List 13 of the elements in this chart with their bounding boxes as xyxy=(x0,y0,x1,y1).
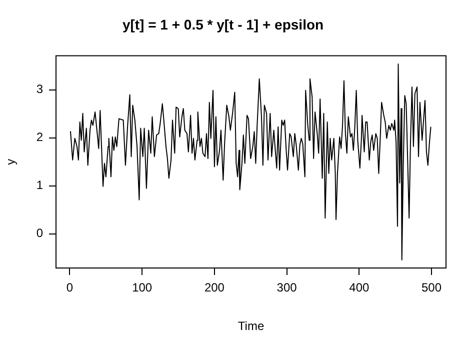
x-tick-label: 100 xyxy=(132,280,152,295)
y-tick-label: 2 xyxy=(36,130,44,144)
y-tick-label: 0 xyxy=(36,226,44,240)
x-tick-label: 200 xyxy=(204,280,225,295)
x-tick-label: 400 xyxy=(349,280,370,295)
x-tick-label: 0 xyxy=(66,280,74,295)
y-tick-label: 1 xyxy=(36,178,44,192)
chart-title: y[t] = 1 + 0.5 * y[t - 1] + epsilon xyxy=(122,16,324,32)
x-axis-title: Time xyxy=(238,319,264,334)
y-axis-title: y xyxy=(4,158,18,165)
y-tick-label: 3 xyxy=(36,82,44,96)
x-tick-label: 500 xyxy=(422,280,442,295)
x-tick-label: 300 xyxy=(276,280,298,295)
